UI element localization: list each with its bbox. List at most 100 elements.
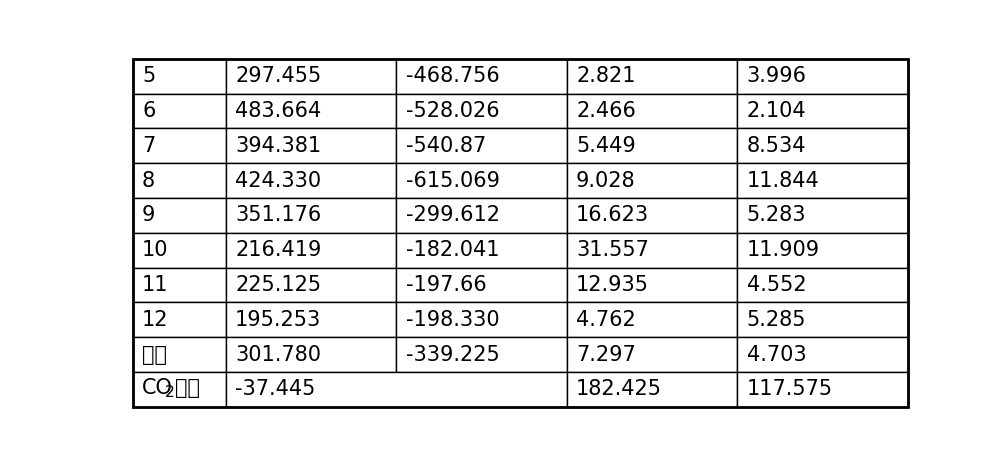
Bar	[396, 59, 567, 94]
Bar	[567, 59, 737, 94]
Text: 2: 2	[165, 385, 175, 401]
Text: -615.069: -615.069	[406, 171, 500, 191]
Bar	[737, 372, 908, 407]
Bar	[226, 129, 396, 163]
Text: 5.449: 5.449	[576, 136, 636, 156]
Bar	[133, 302, 226, 337]
Text: 2.821: 2.821	[576, 66, 636, 86]
Text: 424.330: 424.330	[235, 171, 321, 191]
Bar	[396, 94, 567, 129]
Text: 216.419: 216.419	[235, 240, 321, 260]
Text: -339.225: -339.225	[406, 344, 499, 365]
Text: 11: 11	[142, 275, 169, 295]
Text: -299.612: -299.612	[406, 206, 500, 225]
Bar	[737, 267, 908, 302]
Bar	[226, 94, 396, 129]
Text: 9.028: 9.028	[576, 171, 636, 191]
Text: -528.026: -528.026	[406, 101, 499, 121]
Bar	[133, 198, 226, 233]
Bar	[396, 302, 567, 337]
Bar	[567, 233, 737, 267]
Bar	[226, 302, 396, 337]
Text: 195.253: 195.253	[235, 310, 321, 330]
Text: -468.756: -468.756	[406, 66, 499, 86]
Text: 225.125: 225.125	[235, 275, 321, 295]
Bar	[396, 233, 567, 267]
Bar	[396, 129, 567, 163]
Bar	[133, 233, 226, 267]
Text: 31.557: 31.557	[576, 240, 649, 260]
Bar	[133, 372, 226, 407]
Bar	[226, 163, 396, 198]
Text: -540.87: -540.87	[406, 136, 486, 156]
Text: CO: CO	[142, 378, 173, 397]
Bar	[133, 163, 226, 198]
Text: 117.575: 117.575	[747, 379, 833, 399]
Text: 394.381: 394.381	[235, 136, 321, 156]
Text: 12.935: 12.935	[576, 275, 649, 295]
Bar	[396, 267, 567, 302]
Text: 301.780: 301.780	[235, 344, 321, 365]
Bar	[133, 59, 226, 94]
Bar	[226, 372, 567, 407]
Bar	[737, 129, 908, 163]
Text: 8: 8	[142, 171, 155, 191]
Bar	[567, 129, 737, 163]
Bar	[567, 198, 737, 233]
Bar	[737, 198, 908, 233]
Bar	[567, 163, 737, 198]
Text: 4.703: 4.703	[747, 344, 806, 365]
Bar	[737, 59, 908, 94]
Text: -182.041: -182.041	[406, 240, 499, 260]
Text: 平均: 平均	[142, 344, 167, 365]
Bar	[226, 233, 396, 267]
Text: 7: 7	[142, 136, 155, 156]
Text: 2.104: 2.104	[747, 101, 806, 121]
Text: -197.66: -197.66	[406, 275, 486, 295]
Bar	[737, 337, 908, 372]
Text: 7.297: 7.297	[576, 344, 636, 365]
Text: -198.330: -198.330	[406, 310, 499, 330]
Bar	[567, 337, 737, 372]
Text: 6: 6	[142, 101, 155, 121]
Text: -37.445: -37.445	[235, 379, 315, 399]
Text: 297.455: 297.455	[235, 66, 321, 86]
Bar	[226, 267, 396, 302]
Text: 5.283: 5.283	[747, 206, 806, 225]
Text: 8.534: 8.534	[747, 136, 806, 156]
Text: 5: 5	[142, 66, 155, 86]
Bar	[567, 372, 737, 407]
Text: 3.996: 3.996	[747, 66, 807, 86]
Bar	[737, 94, 908, 129]
Bar	[396, 163, 567, 198]
Text: 4.762: 4.762	[576, 310, 636, 330]
Bar	[226, 198, 396, 233]
Bar	[567, 302, 737, 337]
Bar	[396, 337, 567, 372]
Text: 当量: 当量	[175, 378, 200, 397]
Bar	[737, 302, 908, 337]
Text: 9: 9	[142, 206, 155, 225]
Text: 16.623: 16.623	[576, 206, 649, 225]
Bar	[737, 233, 908, 267]
Text: 5.285: 5.285	[747, 310, 806, 330]
Text: 12: 12	[142, 310, 169, 330]
Bar	[567, 94, 737, 129]
Bar	[396, 198, 567, 233]
Text: 351.176: 351.176	[235, 206, 321, 225]
Text: 182.425: 182.425	[576, 379, 662, 399]
Text: 11.844: 11.844	[747, 171, 819, 191]
Text: 11.909: 11.909	[747, 240, 820, 260]
Text: 483.664: 483.664	[235, 101, 321, 121]
Bar	[133, 94, 226, 129]
Bar	[226, 337, 396, 372]
Bar	[567, 267, 737, 302]
Bar	[737, 163, 908, 198]
Bar	[133, 267, 226, 302]
Bar	[133, 129, 226, 163]
Text: 10: 10	[142, 240, 169, 260]
Text: 2.466: 2.466	[576, 101, 636, 121]
Bar	[226, 59, 396, 94]
Bar	[133, 337, 226, 372]
Text: 4.552: 4.552	[747, 275, 806, 295]
